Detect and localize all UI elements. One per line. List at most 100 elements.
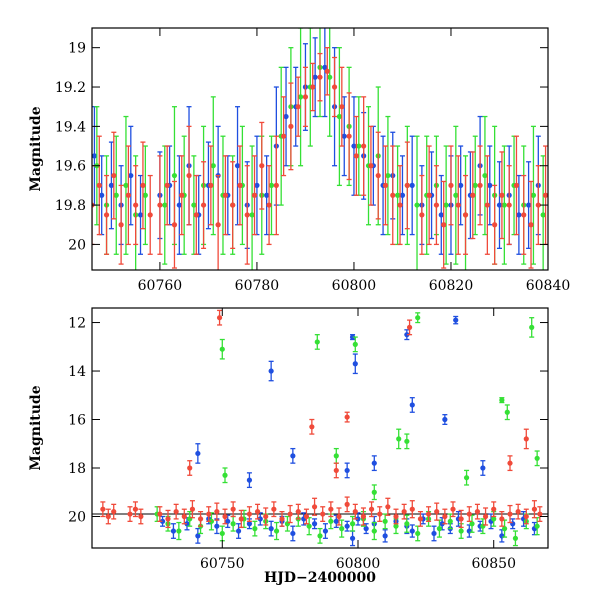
point-marker (279, 516, 285, 522)
point-marker (397, 202, 403, 208)
point-marker (127, 511, 133, 517)
point-marker (431, 530, 437, 537)
point-marker (193, 212, 199, 218)
point-marker (317, 533, 323, 539)
data-point (344, 462, 350, 479)
data-point (443, 145, 449, 265)
data-point (530, 125, 537, 265)
data-point (279, 510, 285, 527)
y-tick-label: 19 (68, 41, 86, 57)
point-marker (442, 416, 448, 423)
bottom-panel-xlabel: HJD−2400000 (264, 570, 376, 586)
point-marker (268, 526, 274, 532)
point-marker (173, 509, 179, 515)
data-point (499, 510, 505, 527)
point-marker (214, 509, 220, 515)
x-tick-label: 60780 (235, 278, 280, 294)
point-marker (512, 535, 519, 541)
point-marker (472, 182, 478, 188)
data-point (273, 135, 279, 236)
data-point (244, 165, 250, 265)
point-marker (396, 436, 402, 442)
point-marker (179, 192, 185, 198)
data-point (415, 525, 421, 542)
data-point (303, 508, 310, 525)
point-marker (513, 182, 520, 188)
bottom-panel-ylabel: Magnitude (28, 385, 44, 470)
data-point (281, 96, 287, 177)
point-marker (438, 212, 444, 218)
data-point (433, 165, 440, 246)
point-marker (222, 472, 228, 478)
point-marker (516, 212, 522, 218)
point-marker (238, 516, 244, 522)
point-marker (499, 192, 505, 198)
data-point (501, 145, 507, 265)
point-marker (482, 172, 488, 179)
point-marker (401, 509, 407, 515)
point-marker (361, 143, 367, 149)
point-marker (311, 521, 318, 527)
data-point (336, 47, 343, 187)
data-point (382, 529, 388, 543)
point-marker (371, 528, 377, 534)
data-point (290, 447, 296, 464)
point-marker (137, 212, 144, 218)
data-point (349, 334, 356, 341)
point-marker (385, 504, 391, 510)
point-marker (257, 516, 263, 522)
data-point (349, 530, 356, 547)
data-point (111, 503, 117, 520)
point-marker (463, 475, 470, 481)
data-point (123, 115, 129, 255)
data-point (361, 96, 367, 196)
point-marker (171, 222, 178, 228)
data-point (506, 165, 512, 246)
data-point (311, 497, 318, 516)
data-point (142, 145, 148, 246)
point-marker (441, 222, 447, 228)
point-marker (542, 192, 548, 198)
point-marker (377, 511, 383, 517)
data-point (492, 184, 498, 265)
data-point (283, 66, 289, 167)
x-tick-label: 60800 (332, 278, 377, 294)
data-point (363, 523, 369, 535)
data-point (176, 521, 182, 541)
data-point (501, 519, 508, 538)
data-point (352, 336, 358, 353)
data-point (528, 180, 534, 269)
point-marker (306, 523, 312, 529)
data-point (327, 28, 333, 137)
point-marker (534, 523, 540, 529)
data-point (103, 174, 110, 255)
point-marker (246, 521, 253, 527)
point-marker (195, 533, 201, 539)
data-point (415, 312, 421, 324)
point-marker (404, 182, 410, 188)
data-point (317, 52, 323, 102)
data-point (170, 523, 177, 539)
point-marker (417, 516, 424, 522)
data-point (147, 174, 153, 255)
data-point (466, 524, 472, 538)
bottom-panel-frame (91, 307, 549, 549)
data-point (195, 527, 201, 544)
data-point (504, 404, 510, 421)
point-marker (128, 172, 134, 179)
data-point (157, 506, 163, 522)
point-marker (237, 182, 243, 188)
data-point (346, 92, 352, 181)
point-marker (447, 518, 453, 524)
data-point (210, 96, 216, 236)
point-marker (409, 506, 415, 512)
point-marker (404, 521, 410, 527)
point-marker (290, 530, 296, 537)
data-point (216, 309, 223, 326)
data-point (455, 155, 461, 255)
point-marker (458, 182, 464, 188)
data-point (529, 317, 535, 338)
data-point (320, 506, 326, 522)
point-marker (123, 182, 129, 188)
point-marker (482, 513, 489, 520)
